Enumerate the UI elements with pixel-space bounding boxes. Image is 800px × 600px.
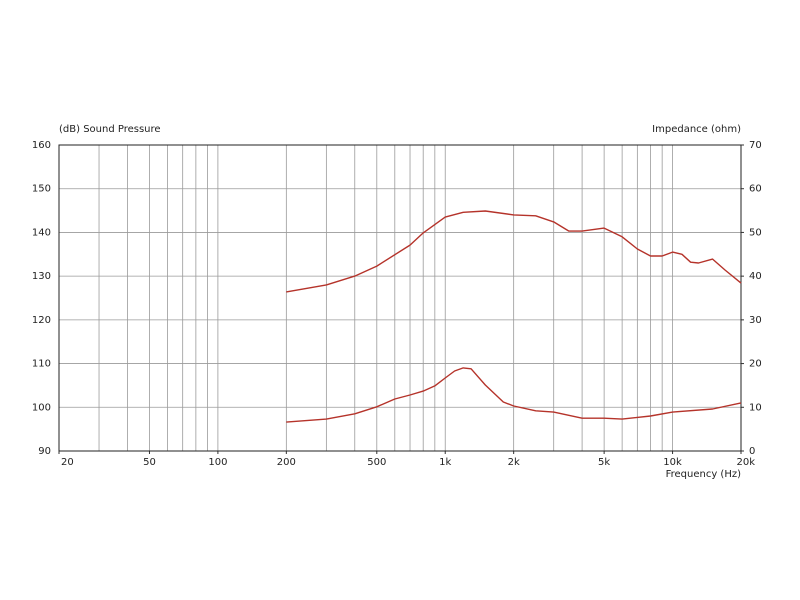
y-tick-label: 100: [32, 402, 51, 413]
y2-tick-label: 30: [749, 315, 762, 326]
x-tick-label: 500: [367, 457, 386, 468]
y-axis-title: (dB) Sound Pressure: [59, 124, 161, 135]
x-tick-label: 50: [143, 457, 156, 468]
x-axis-title: Frequency (Hz): [666, 469, 742, 480]
x-tick-label: 2k: [508, 457, 520, 468]
x-tick-label: 100: [208, 457, 227, 468]
data-line: [286, 367, 742, 423]
x-tick-label: 10k: [663, 457, 682, 468]
x-tick-label: 1k: [439, 457, 451, 468]
y2-tick-label: 70: [749, 140, 762, 151]
y2-tick-label: 0: [749, 446, 755, 457]
y-tick-label: 90: [38, 446, 51, 457]
x-tick-label: 5k: [598, 457, 610, 468]
y2-axis-title: Impedance (ohm): [652, 124, 741, 135]
x-tick-label: 20: [61, 457, 74, 468]
y-tick-label: 110: [32, 359, 51, 370]
x-tick-label: 20k: [736, 457, 755, 468]
y2-tick-label: 20: [749, 359, 762, 370]
y-tick-label: 160: [32, 140, 51, 151]
y-tick-label: 130: [32, 271, 51, 282]
x-tick-label: 200: [277, 457, 296, 468]
y2-tick-label: 50: [749, 227, 762, 238]
y2-tick-label: 10: [749, 402, 762, 413]
plot-frame: [58, 144, 742, 452]
data-line: [286, 210, 742, 293]
y-tick-label: 120: [32, 315, 51, 326]
y2-tick-label: 40: [749, 271, 762, 282]
y2-tick-label: 60: [749, 184, 762, 195]
y-tick-label: 150: [32, 184, 51, 195]
y-tick-label: 140: [32, 227, 51, 238]
